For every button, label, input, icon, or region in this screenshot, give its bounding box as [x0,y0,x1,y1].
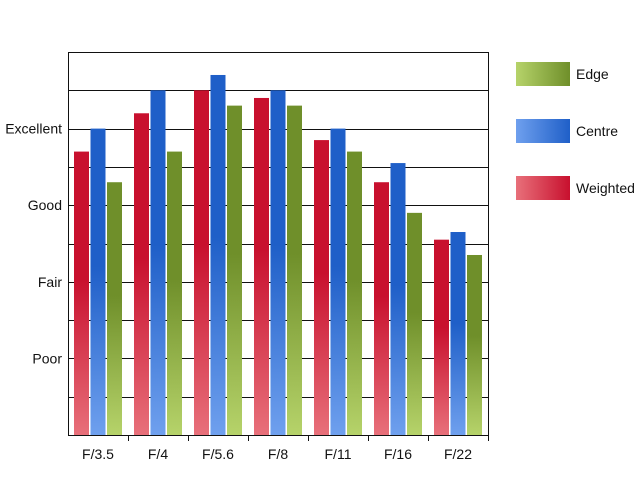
y-tick-label: Poor [32,350,62,366]
legend-label-edge: Edge [576,66,609,82]
y-tick-labels: Poor Fair Good Excellent [5,121,62,367]
bars [74,74,482,436]
bar-edge-5 [407,212,422,435]
legend-label-centre: Centre [576,123,618,139]
y-tick-label: Good [28,197,62,213]
legend-swatch-edge [516,62,570,86]
x-tick-label: F/11 [325,446,352,462]
x-tick-label: F/22 [444,446,472,462]
bar-weighted-0 [74,151,89,435]
y-tick-label: Fair [38,274,62,290]
x-tick-label: F/8 [268,446,288,462]
bar-edge-6 [467,254,482,435]
x-tick-label: F/3.5 [82,446,114,462]
bar-edge-3 [287,105,302,436]
bar-weighted-1 [134,113,149,435]
bar-weighted-4 [314,140,329,435]
bar-centre-1 [150,90,166,436]
bar-centre-4 [330,128,346,435]
bar-weighted-2 [194,90,209,436]
x-tick-label: F/16 [384,446,412,462]
legend: Edge Centre Weighted [516,62,635,200]
bar-centre-0 [90,128,106,435]
bar-edge-0 [107,182,122,435]
y-tick-label: Excellent [5,121,62,137]
bar-edge-1 [167,151,182,435]
legend-swatch-weighted [516,176,570,200]
x-tick-label: F/5.6 [202,446,234,462]
bar-centre-6 [450,232,466,435]
bar-centre-2 [210,74,226,435]
bar-edge-2 [227,105,242,436]
legend-label-weighted: Weighted [576,180,635,196]
legend-swatch-centre [516,119,570,143]
bar-weighted-6 [434,239,449,435]
bar-weighted-3 [254,97,269,436]
axes [68,52,489,441]
x-tick-label: F/4 [148,446,168,462]
x-tick-labels: F/3.5 F/4 F/5.6 F/8 F/11 F/16 F/22 [82,446,472,462]
bar-weighted-5 [374,182,389,435]
bar-centre-5 [390,163,406,435]
bar-centre-3 [270,90,286,436]
bar-edge-4 [347,151,362,435]
